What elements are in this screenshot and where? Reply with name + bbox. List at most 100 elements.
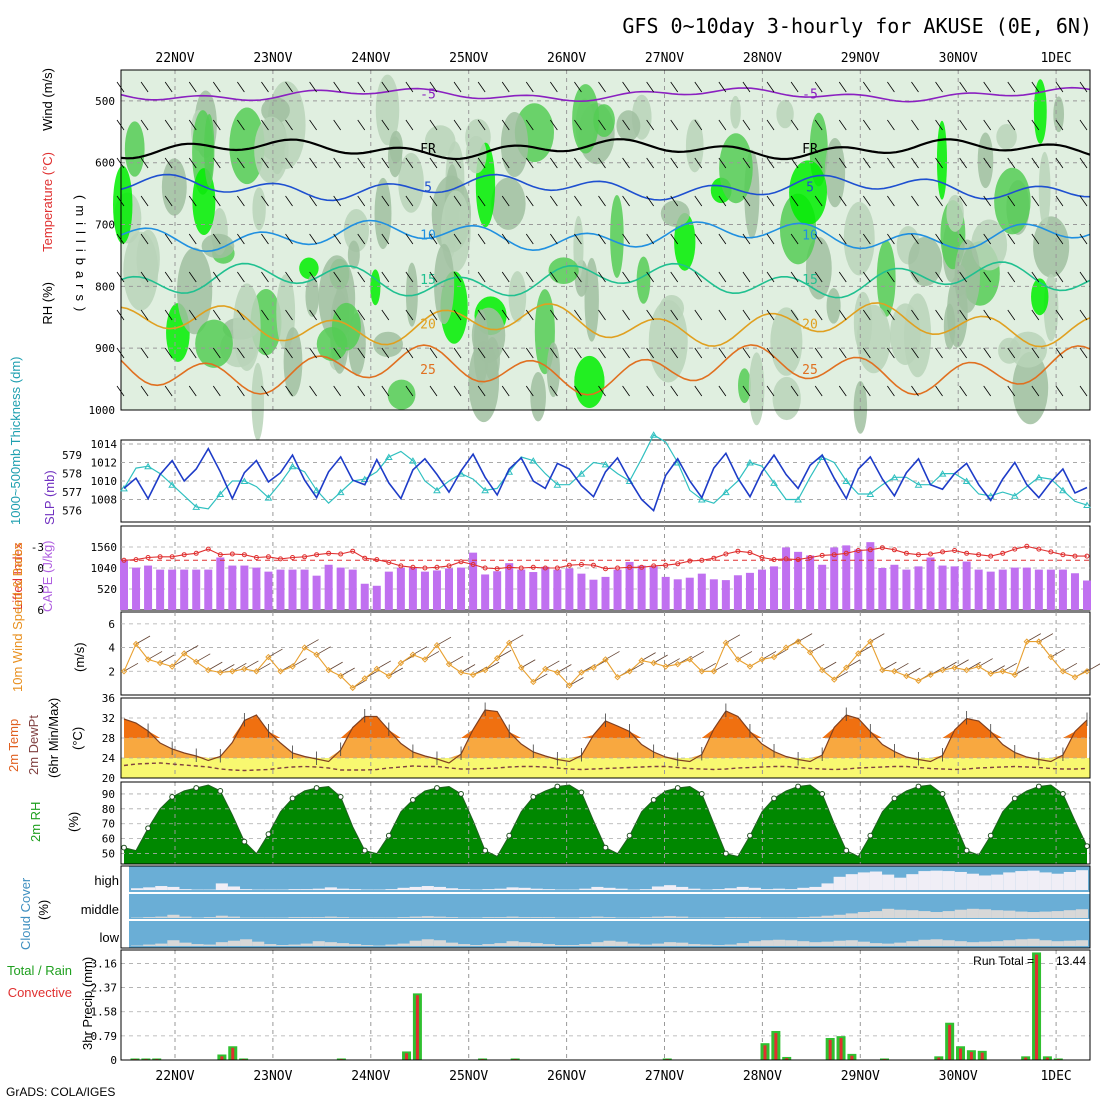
upper-wind-barb — [814, 385, 823, 397]
wind-barb — [171, 658, 187, 667]
wind-barb — [484, 661, 500, 671]
top-date-28NOV: 28NOV — [743, 51, 782, 66]
temp-tick-20: 20 — [102, 772, 115, 785]
rh-point — [554, 783, 561, 790]
wind-speed-point — [205, 666, 212, 674]
upper-wind-barb — [550, 81, 558, 93]
upper-wind-barb — [814, 157, 823, 169]
rh-point — [771, 795, 777, 802]
upper-wind-barb — [501, 81, 510, 93]
rh2m-label: 2m RH — [28, 802, 43, 842]
cloud-bar — [651, 886, 665, 890]
thickness-tick-576: 576 — [62, 505, 82, 518]
upper-wind-barb — [983, 119, 992, 131]
slp-tick-1012: 1012 — [91, 457, 118, 470]
wind-barb — [328, 661, 343, 671]
lifted-index-point — [290, 555, 296, 560]
cloud-bar — [433, 916, 446, 918]
upper-wind-barb — [1079, 347, 1088, 359]
upper-wind-barb — [1055, 347, 1064, 359]
cloud-bar — [797, 941, 810, 946]
rh-blob — [374, 177, 392, 250]
upper-wind-barb — [381, 119, 390, 131]
rh-blob — [1038, 151, 1051, 227]
wind-barb — [460, 664, 476, 673]
rh-blob — [387, 136, 403, 178]
precip-conv-bar — [415, 995, 419, 1060]
lifted-index-point — [458, 559, 464, 565]
upper-wind-barb — [670, 385, 679, 397]
cloud-bar — [894, 909, 907, 918]
isotherm-label: 15 — [802, 273, 818, 288]
dewpoint2m-label: 2m DewPt — [26, 715, 41, 775]
cloud-bar — [736, 943, 749, 946]
cloud-bar — [918, 871, 931, 890]
upper-wind-barb — [333, 271, 342, 283]
precip-conv-bar — [220, 1056, 224, 1060]
wind-barb — [1062, 662, 1078, 672]
wind-barb — [1038, 633, 1054, 642]
upper-wind-barb — [718, 81, 727, 93]
bottom-date-axis: 22NOV 23NOV 24NOV 25NOV 26NOV 27NOV 28NOV 29NOV… — [155, 1069, 1071, 1084]
upper-wind-barb — [309, 119, 317, 131]
upper-wind-barb — [622, 309, 630, 321]
cloud-bar — [458, 944, 471, 946]
wind-barb — [545, 660, 560, 670]
upper-wind-barb — [790, 119, 799, 131]
upper-wind-barb — [501, 195, 510, 207]
thickness-point — [962, 477, 971, 484]
cloud-bar — [300, 889, 313, 890]
cape-tick-1560: 1560 — [91, 541, 118, 554]
upper-wind-barb — [525, 309, 534, 321]
upper-wind-barb — [911, 347, 919, 359]
pressure-tick-600: 600 — [95, 157, 115, 170]
precipitation-panel: 3.16 2.37 1.58 0.79 0 — [91, 949, 1091, 1067]
cape-bar — [565, 568, 574, 610]
upper-wind-barb — [237, 347, 245, 359]
cape-bar — [998, 569, 1007, 610]
rh-point — [265, 831, 272, 838]
cape-bar — [384, 571, 393, 610]
cloud-bar — [458, 889, 471, 890]
upper-wind-barb — [838, 195, 847, 207]
cloud-bar — [1003, 872, 1016, 890]
wind-speed-point — [818, 666, 826, 674]
lifted-index-point — [374, 557, 380, 563]
wind-barb — [1086, 663, 1100, 672]
upper-wind-barb — [911, 195, 919, 207]
lifted-index-point — [867, 547, 873, 553]
upper-wind-barb — [598, 157, 606, 169]
cloud-bar — [639, 917, 652, 918]
lifted-index-point — [940, 549, 946, 555]
upper-wind-barb — [766, 157, 775, 169]
lifted-index-point — [1024, 543, 1030, 549]
precip-tick-0.79: 0.79 — [91, 1030, 118, 1043]
upper-wind-barb — [862, 309, 871, 321]
rh-blob — [946, 194, 964, 232]
cape-bar — [132, 567, 141, 610]
temp-tick-24: 24 — [102, 752, 116, 765]
cloud-bar — [179, 889, 192, 890]
lifted-index-point — [807, 555, 813, 560]
upper-wind-barb — [598, 271, 606, 283]
lifted-index-point — [879, 545, 885, 551]
cape-bar — [408, 567, 417, 610]
cape-bar — [445, 568, 454, 610]
wind-speed-point — [650, 659, 657, 667]
pressure-tick-500: 500 — [95, 95, 115, 108]
rh-blob — [824, 138, 846, 208]
upper-wind-barb — [285, 119, 293, 131]
lifted-index-point — [1048, 549, 1054, 555]
cape-bar — [938, 565, 947, 610]
cape-bar — [240, 565, 249, 610]
slp-line — [123, 446, 1088, 513]
rh-blob — [387, 379, 416, 410]
upper-wind-barb — [453, 119, 462, 131]
upper-wind-barb — [742, 119, 751, 131]
wind-speed-point — [301, 644, 308, 651]
cloud-level-middle: middle — [81, 902, 119, 917]
upper-wind-barb — [285, 157, 293, 169]
temp-unit: (°C) — [70, 727, 85, 750]
cloud-bar — [1003, 910, 1016, 918]
